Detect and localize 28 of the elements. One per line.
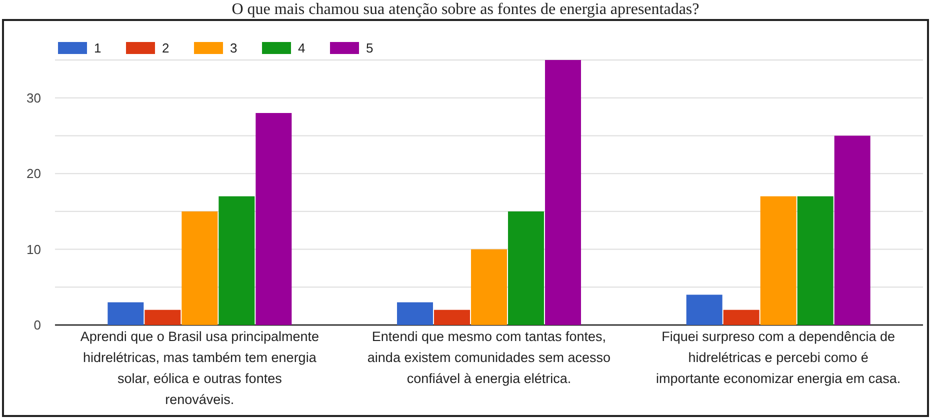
bar <box>545 60 581 325</box>
y-tick-label: 0 <box>34 318 41 333</box>
y-tick-label: 10 <box>26 242 41 257</box>
legend-label: 2 <box>162 40 170 56</box>
y-tick-label: 30 <box>26 90 41 106</box>
legend-label: 4 <box>298 40 306 56</box>
x-tick-label: Fiquei surpreso com a dependência de hidrelétricas e percebi como é importante economizar energia em casa. <box>656 329 901 386</box>
bar <box>397 302 433 325</box>
bar <box>182 211 218 325</box>
legend-label: 1 <box>94 40 102 56</box>
bar <box>760 196 796 325</box>
bar <box>797 196 834 325</box>
legend-label: 3 <box>230 40 238 56</box>
x-tick-label: Entendi que mesmo com tantas fontes, ainda existem comunidades sem acesso confiável à energia elétrica. <box>367 329 611 386</box>
bar <box>434 310 470 325</box>
bar <box>218 196 255 325</box>
bar <box>144 310 181 325</box>
bar <box>108 302 144 325</box>
bar <box>723 310 760 325</box>
bar <box>834 136 870 325</box>
y-tick-label: 20 <box>26 166 41 182</box>
legend-label: 5 <box>366 40 374 56</box>
x-tick-label: Aprendi que o Brasil usa principalmente hidrelétricas, mas também tem energia solar, eólica e outras fontes renováveis. <box>80 329 319 407</box>
bar <box>686 294 722 325</box>
chart-title: O que mais chamou sua atenção sobre as fontes de energia apresentadas? <box>232 1 700 18</box>
bar <box>256 113 292 325</box>
bar <box>508 211 544 325</box>
bar <box>471 249 507 325</box>
